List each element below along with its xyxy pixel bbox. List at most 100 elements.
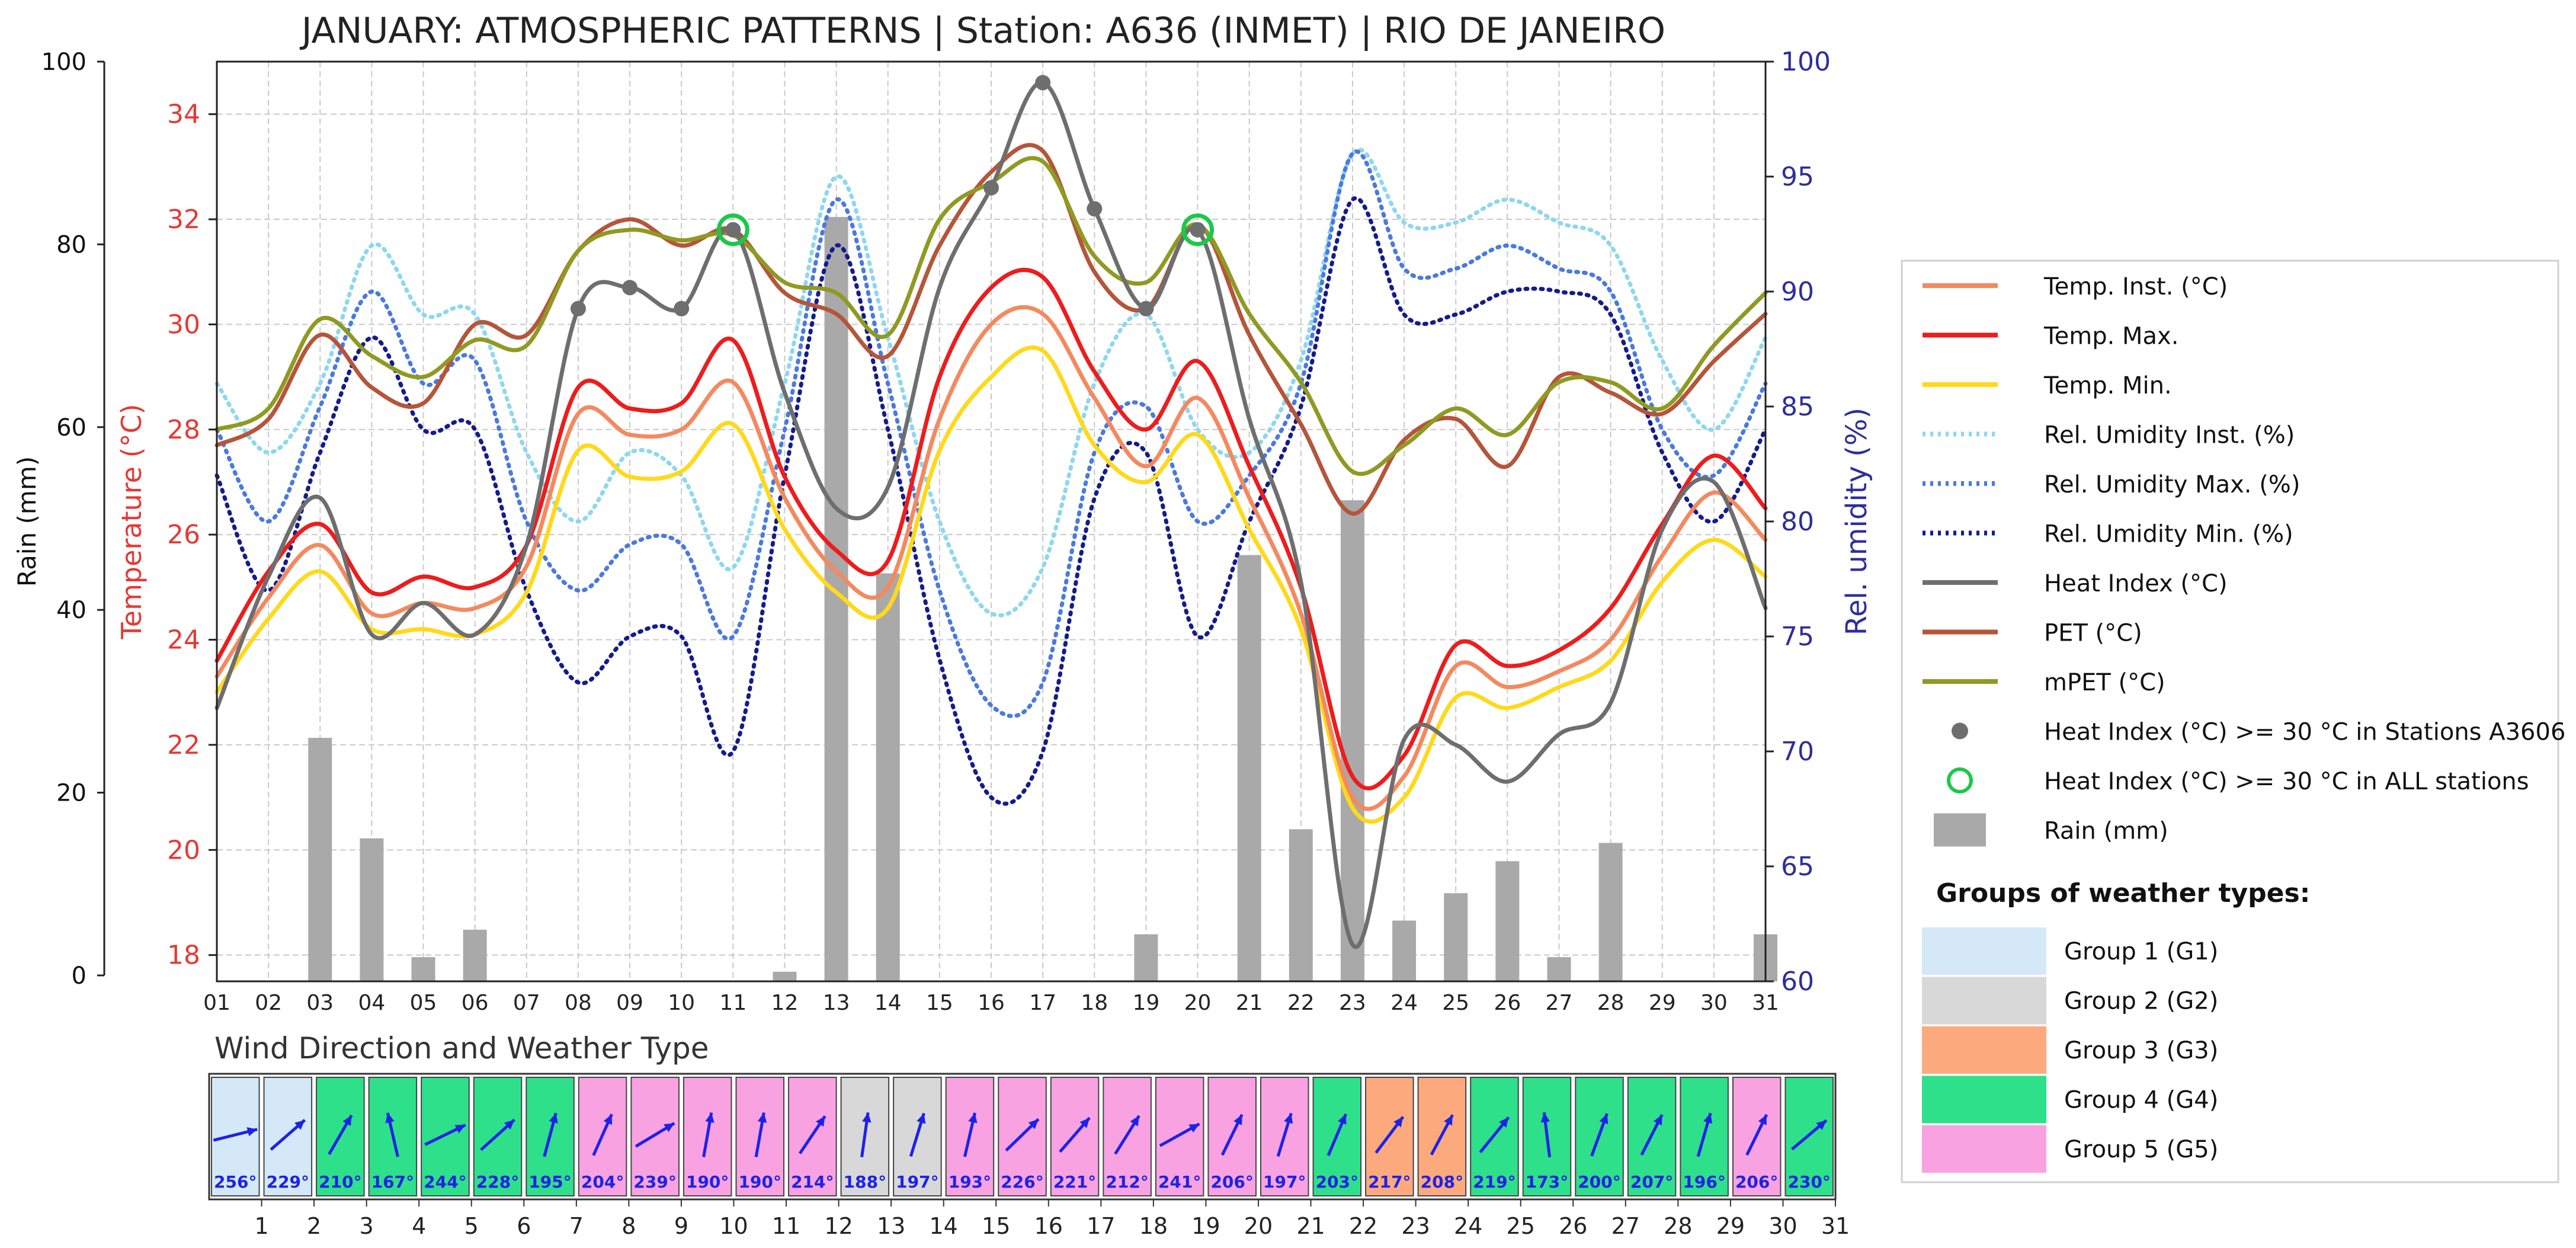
series-line-temp-min xyxy=(214,345,1768,824)
wind-axis-label: 16 xyxy=(1034,1213,1063,1239)
temp-tick-label: 22 xyxy=(167,730,200,760)
heat-index-dot xyxy=(570,300,586,316)
wind-axis-label: 8 xyxy=(621,1213,636,1239)
temp-tick-label: 30 xyxy=(167,309,200,340)
rain-bar xyxy=(1547,957,1571,981)
wind-axis-label: 31 xyxy=(1821,1213,1850,1239)
x-tick-label: 08 xyxy=(565,991,592,1015)
wind-degree-label: 204° xyxy=(581,1172,624,1192)
wind-arrow-head xyxy=(757,1112,767,1123)
wind-axis-label: 24 xyxy=(1454,1213,1482,1239)
wind-axis-label: 26 xyxy=(1559,1213,1587,1239)
wind-degree-label: 229° xyxy=(267,1172,309,1192)
temp-axis-label: Temperature (°C) xyxy=(116,404,148,639)
rain-tick-label: 80 xyxy=(56,231,86,258)
rain-bar xyxy=(463,929,487,981)
wind-title: Wind Direction and Weather Type xyxy=(214,1031,709,1065)
all-stations-circles xyxy=(716,213,1215,247)
x-tick-label: 10 xyxy=(668,991,695,1015)
x-tick-label: 12 xyxy=(771,991,799,1015)
wind-axis-label: 22 xyxy=(1349,1213,1377,1239)
x-tick-label: 20 xyxy=(1184,991,1212,1015)
wind-arrow-head xyxy=(862,1112,872,1123)
temperature-axis: 18 20 22 24 26 28 30 32 34 Temperature (°C) xyxy=(116,100,217,971)
rh-tick-label: 100 xyxy=(1781,47,1831,77)
rain-bar xyxy=(1289,829,1313,981)
x-tick-label: 15 xyxy=(926,991,953,1015)
chart-title: JANUARY: ATMOSPHERIC PATTERNS | Station:… xyxy=(299,10,1665,52)
x-tick-label: 01 xyxy=(203,991,230,1015)
wind-axis-label: 12 xyxy=(824,1213,853,1239)
wind-degree-label: 217° xyxy=(1368,1172,1411,1192)
wind-axis-label: 15 xyxy=(982,1213,1010,1239)
wind-arrow-head xyxy=(1816,1120,1827,1130)
rain-tick-label: 60 xyxy=(56,414,86,441)
wind-arrow-head xyxy=(1028,1119,1039,1129)
wind-cell xyxy=(368,1077,418,1196)
heat-index-dot xyxy=(725,222,741,238)
x-tick-label: 25 xyxy=(1442,991,1469,1015)
wind-arrow-head xyxy=(1393,1116,1404,1128)
wind-arrow-head xyxy=(917,1113,926,1124)
wind-arrow-head xyxy=(342,1115,352,1127)
wind-axis-label: 21 xyxy=(1296,1213,1325,1239)
rh-axis-label: Rel. umidity (%) xyxy=(1840,408,1873,635)
wind-arrow-head xyxy=(246,1127,258,1137)
wind-arrow-head xyxy=(603,1114,613,1125)
x-tick-label: 07 xyxy=(513,991,540,1015)
x-axis: 01 02 03 04 05 06 07 08 09 10 11 12 13 14 15 16 17 18 19 20… xyxy=(203,991,1779,1015)
x-tick-label: 16 xyxy=(978,991,1005,1015)
grid-lines xyxy=(216,62,1766,981)
x-tick-label: 29 xyxy=(1649,991,1676,1015)
legend-group-label: Group 2 (G2) xyxy=(2064,988,2218,1015)
legend-label: Rel. Umidity Inst. (%) xyxy=(2044,422,2295,449)
wind-degree-label: 206° xyxy=(1735,1172,1778,1192)
x-tick-label: 19 xyxy=(1132,991,1159,1015)
rh-tick-label: 70 xyxy=(1781,737,1814,767)
rain-bar xyxy=(1237,555,1261,981)
rain-bar xyxy=(1495,861,1520,981)
wind-axis-label: 9 xyxy=(674,1213,688,1239)
legend-label: Rel. Umidity Max. (%) xyxy=(2044,471,2300,498)
x-tick-label: 14 xyxy=(874,991,902,1015)
wind-strip: Wind Direction and Weather Type 256° 229° 2… xyxy=(208,1031,1850,1239)
rh-tick-label: 80 xyxy=(1781,507,1814,537)
wind-cell xyxy=(211,1077,260,1196)
wind-degree-label: 173° xyxy=(1526,1172,1568,1192)
rain-tick-label: 100 xyxy=(41,49,86,76)
legend-group-swatch xyxy=(1922,1026,2046,1074)
wind-degree-label: 244° xyxy=(424,1172,466,1192)
wind-axis-label: 25 xyxy=(1507,1213,1535,1239)
wind-degree-label: 190° xyxy=(739,1172,781,1192)
series-line-temp-inst xyxy=(214,305,1768,811)
wind-arrow-head xyxy=(1599,1113,1609,1125)
wind-axis-label: 27 xyxy=(1611,1213,1640,1239)
rain-bar xyxy=(308,738,332,981)
x-tick-label: 23 xyxy=(1339,991,1366,1015)
heat-index-dot xyxy=(674,300,690,316)
rain-tick-label: 0 xyxy=(72,962,86,990)
wind-arrow-head xyxy=(1130,1115,1139,1127)
temp-tick-label: 32 xyxy=(167,204,200,235)
wind-arrow-head xyxy=(1540,1112,1550,1123)
wind-degree-label: 219° xyxy=(1473,1172,1516,1192)
wind-degree-label: 239° xyxy=(633,1172,676,1192)
series-line-mpet xyxy=(214,156,1768,476)
rh-tick-label: 65 xyxy=(1781,852,1814,882)
wind-axis-label: 18 xyxy=(1139,1213,1168,1239)
wind-degree-label: 206° xyxy=(1210,1172,1253,1192)
heat-index-dot xyxy=(1138,300,1154,316)
legend-group-label: Group 3 (G3) xyxy=(2064,1037,2218,1064)
rain-bar xyxy=(1340,500,1364,981)
x-tick-label: 17 xyxy=(1029,991,1056,1015)
x-tick-label: 06 xyxy=(462,991,489,1015)
series-line-heat-index xyxy=(214,80,1768,949)
wind-arrow-head xyxy=(1284,1113,1293,1124)
legend-groups-title: Groups of weather types: xyxy=(1936,878,2310,908)
legend-label: Rain (mm) xyxy=(2044,818,2168,845)
temp-tick-label: 24 xyxy=(167,625,200,655)
legend-label: Temp. Inst. (°C) xyxy=(2043,273,2228,300)
rain-axis-label: Rain (mm) xyxy=(12,456,41,587)
legend-group-label: Group 1 (G1) xyxy=(2064,938,2218,965)
wind-degree-label: 212° xyxy=(1106,1172,1148,1192)
